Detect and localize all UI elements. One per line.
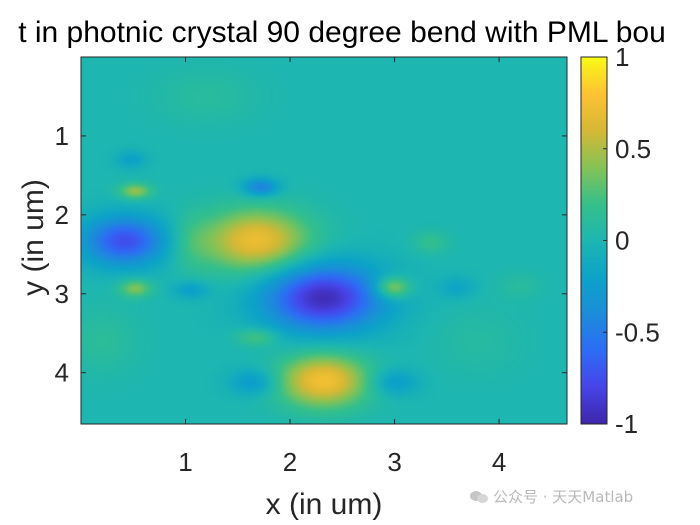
axes-box <box>80 56 568 425</box>
chart-text: 1 2 3 4 1 2 3 4 1 0.5 0 -0.5 -1 t in photnic crystal … <box>17 16 666 521</box>
watermark-text: 公众号 · 天天Matlab <box>493 488 634 506</box>
y-axis-label: y (in um) <box>17 179 50 296</box>
x-tick-label: 1 <box>178 447 192 477</box>
colorbar <box>580 56 608 425</box>
y-tick-label: 4 <box>55 358 69 388</box>
x-tick-label: 2 <box>283 447 297 477</box>
colorbar-tick-label: 0.5 <box>615 134 651 164</box>
plot-area <box>80 56 568 425</box>
heatmap-image <box>81 57 567 424</box>
y-tick-label: 1 <box>55 121 69 151</box>
colorbar-tick-label: -1 <box>615 409 638 439</box>
x-tick-label: 4 <box>492 447 506 477</box>
wechat-icon <box>470 490 488 504</box>
colorbar-tick-label: -0.5 <box>615 317 660 347</box>
colorbar-tick-label: 1 <box>615 42 629 72</box>
y-tick-label: 3 <box>55 279 69 309</box>
chart-title: t in photnic crystal 90 degree bend with… <box>18 16 666 49</box>
y-tick-label: 2 <box>55 200 69 230</box>
watermark: 公众号 · 天天Matlab <box>470 486 633 507</box>
x-axis-label: x (in um) <box>266 488 383 521</box>
colorbar-gradient <box>580 56 608 425</box>
x-tick-label: 3 <box>387 447 401 477</box>
colorbar-tick-label: 0 <box>615 226 629 256</box>
